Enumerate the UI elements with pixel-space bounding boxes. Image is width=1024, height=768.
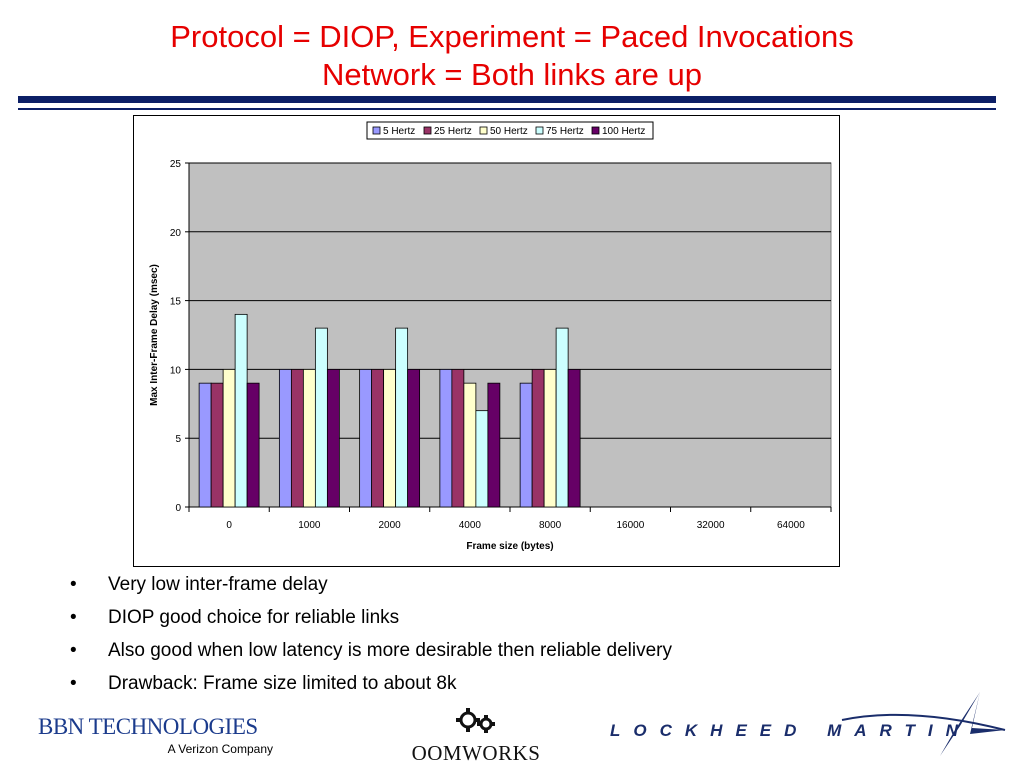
legend-swatch (535, 126, 544, 135)
bar (371, 368, 385, 508)
bar (234, 313, 248, 508)
x-tick-label: 0 (226, 520, 232, 531)
bullet-item: • Very low inter-frame delay (70, 568, 672, 601)
bar (395, 327, 409, 508)
y-tick-label: 15 (170, 297, 182, 308)
bar (475, 410, 489, 508)
x-tick-label: 8000 (539, 520, 562, 531)
title-rule-thin (18, 108, 996, 110)
x-tick-label: 1000 (298, 520, 321, 531)
oomworks-logo: OOMWORKS (402, 706, 550, 766)
bar (359, 368, 373, 508)
legend-label: 50 Hertz (490, 126, 528, 137)
star-swoosh-icon (841, 692, 1006, 756)
title-line-2: Network = Both links are up (322, 57, 702, 92)
bar (290, 368, 304, 508)
bullet-item: • Also good when low latency is more desi… (70, 634, 672, 667)
title-line-1: Protocol = DIOP, Experiment = Paced Invo… (170, 19, 854, 54)
y-tick-label: 10 (170, 365, 182, 376)
bar (278, 368, 292, 508)
legend-swatch (591, 126, 600, 135)
bar (198, 382, 212, 508)
bullet-text: Drawback: Frame size limited to about 8k (108, 673, 457, 694)
y-tick-label: 25 (170, 159, 182, 170)
oomworks-logo-text: OOMWORKS (411, 741, 541, 765)
bar-chart: 0 5 10 15 20 25 0 1000 2000 4000 8000 16000 32000 640… (149, 121, 832, 552)
bar (463, 382, 477, 508)
x-tick-label: 2000 (379, 520, 402, 531)
bullet-list: • Very low inter-frame delay • DIOP good c… (70, 568, 672, 700)
slide-title: Protocol = DIOP, Experiment = Paced Invo… (0, 18, 1024, 94)
lockheed-martin-logo: LOCKHEED MARTIN (610, 688, 1010, 760)
legend-label: 25 Hertz (434, 126, 472, 137)
bullet-text: DIOP good choice for reliable links (108, 607, 400, 628)
x-tick-label: 4000 (459, 520, 482, 531)
bar (407, 368, 421, 508)
bar (567, 368, 581, 508)
bar (314, 327, 328, 508)
bullet-text: Also good when low latency is more desir… (108, 640, 672, 661)
bar (519, 382, 533, 508)
bullet-item: • Drawback: Frame size limited to about 8… (70, 667, 672, 700)
bullet-icon: • (70, 607, 77, 628)
bar (326, 368, 340, 508)
chart-container: 0 5 10 15 20 25 0 1000 2000 4000 8000 16000 32000 640… (133, 115, 840, 567)
bar (487, 382, 501, 508)
bullet-item: • DIOP good choice for reliable links (70, 601, 672, 634)
bar (210, 382, 224, 508)
y-axis-label: Max Inter-Frame Delay (msec) (149, 264, 160, 406)
y-tick-label: 0 (175, 503, 181, 514)
bbn-logo: BBN TECHNOLOGIES A Verizon Company (38, 714, 283, 756)
bar (543, 368, 557, 508)
bar (439, 368, 453, 508)
legend-swatch (372, 126, 381, 135)
legend-label: 100 Hertz (602, 126, 645, 137)
x-tick-label: 32000 (697, 520, 725, 531)
x-axis-label: Frame size (bytes) (466, 541, 553, 552)
legend-label: 5 Hertz (383, 126, 415, 137)
bullet-icon: • (70, 640, 77, 661)
bullet-icon: • (70, 673, 77, 694)
bar (531, 368, 545, 508)
bar (451, 368, 465, 508)
legend-label: 75 Hertz (546, 126, 584, 137)
bar (383, 368, 397, 508)
bullet-icon: • (70, 574, 77, 595)
bar (555, 327, 569, 508)
x-tick-label: 16000 (616, 520, 644, 531)
lockheed-martin-logo-text: LOCKHEED MARTIN (610, 721, 971, 740)
legend (366, 121, 654, 140)
y-tick-label: 20 (170, 228, 182, 239)
gears-icon (456, 708, 495, 733)
title-rule-thick (18, 96, 996, 103)
bar (246, 382, 260, 508)
bar (302, 368, 316, 508)
x-tick-label: 64000 (777, 520, 805, 531)
bbn-logo-name: BBN TECHNOLOGIES (38, 714, 258, 739)
bullet-text: Very low inter-frame delay (108, 574, 328, 595)
legend-swatch (479, 126, 488, 135)
y-tick-label: 5 (175, 434, 181, 445)
legend-swatch (423, 126, 432, 135)
bar (222, 368, 236, 508)
bbn-logo-tagline: A Verizon Company (167, 742, 273, 756)
